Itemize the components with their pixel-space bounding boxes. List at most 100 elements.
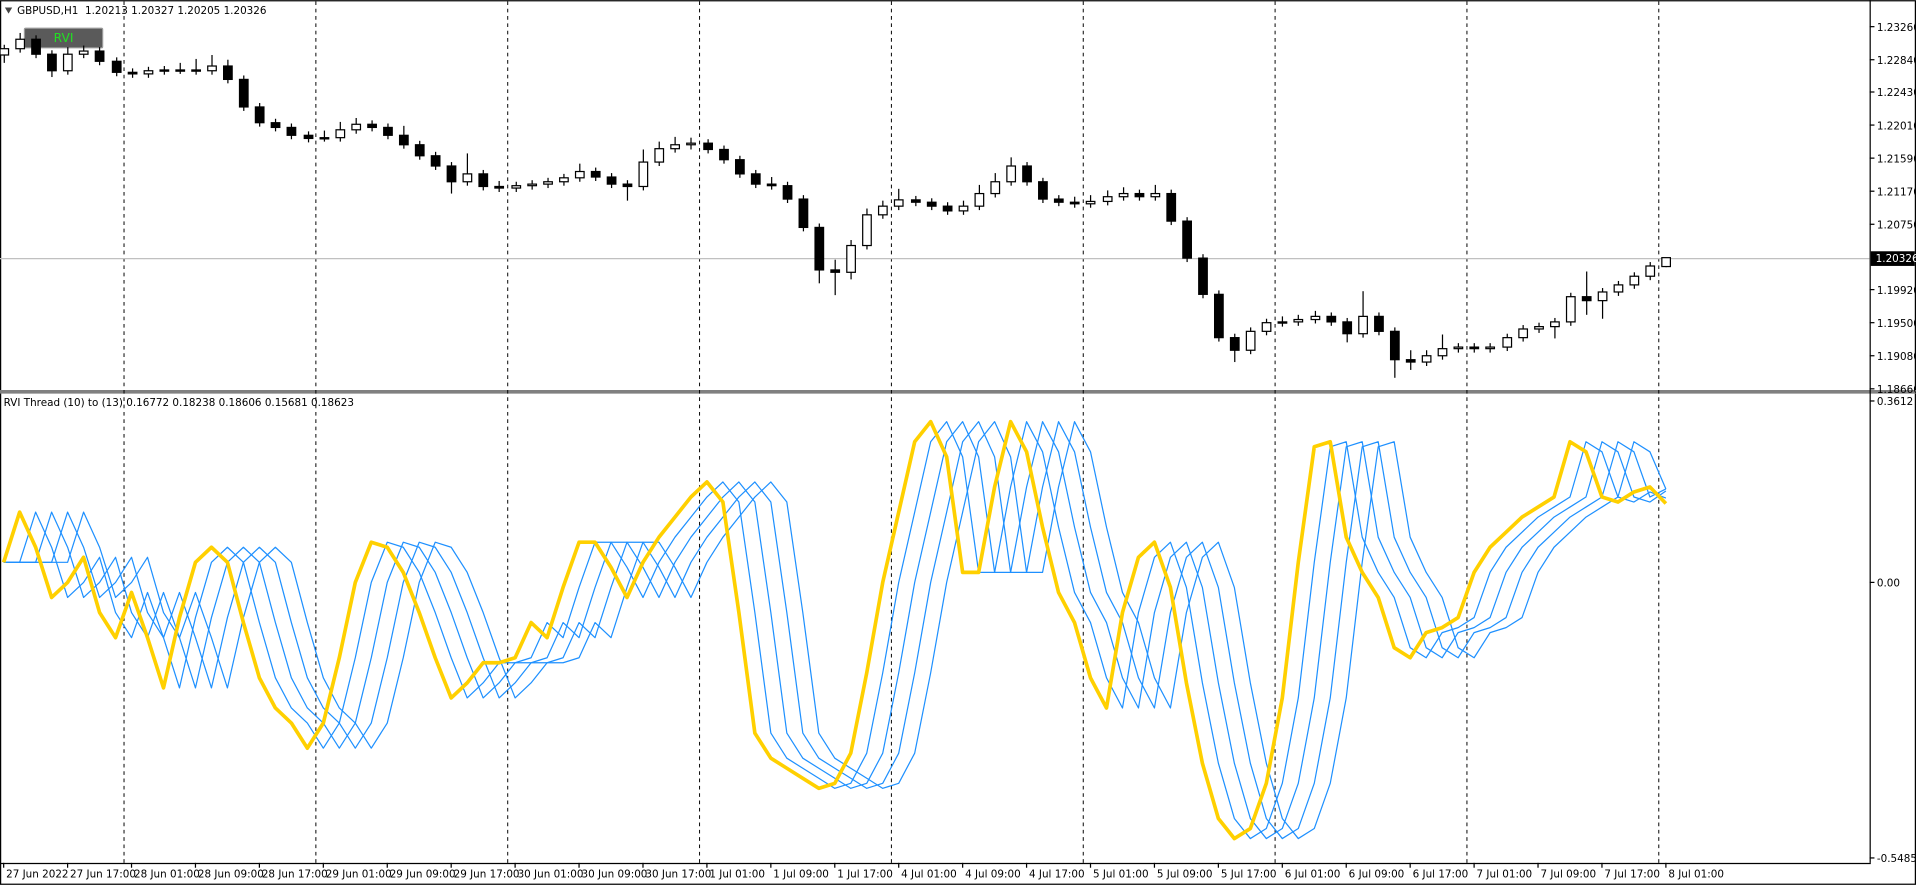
symbol-icon bbox=[4, 7, 13, 14]
candle-body bbox=[527, 183, 538, 187]
candle-body bbox=[1198, 257, 1208, 295]
x-tick-label: 27 Jun 17:00 bbox=[70, 868, 136, 880]
x-tick-label: 1 Jul 09:00 bbox=[773, 868, 829, 880]
candle-body bbox=[1134, 192, 1145, 198]
candle-body bbox=[1502, 337, 1513, 348]
candle-body bbox=[798, 198, 809, 229]
candle-body bbox=[351, 123, 362, 131]
candle-body bbox=[974, 192, 985, 207]
x-tick-label: 8 Jul 01:00 bbox=[1668, 868, 1724, 880]
candle-body bbox=[1565, 296, 1576, 323]
candle-body bbox=[877, 205, 888, 216]
x-tick-label: 29 Jun 17:00 bbox=[454, 868, 520, 880]
x-tick-label: 4 Jul 09:00 bbox=[965, 868, 1021, 880]
candle-body bbox=[223, 65, 233, 81]
rvi-line bbox=[3, 421, 1667, 840]
candle-body bbox=[1006, 165, 1017, 183]
candle-body bbox=[1613, 284, 1624, 293]
candle-body bbox=[191, 69, 202, 72]
candle-body bbox=[1213, 293, 1224, 339]
x-tick-label: 7 Jul 17:00 bbox=[1604, 868, 1660, 880]
y-tick-label: 1.22430 bbox=[1877, 87, 1916, 99]
candle-body bbox=[1453, 346, 1464, 350]
candle-body bbox=[1485, 346, 1496, 350]
candle-body bbox=[1597, 291, 1608, 302]
x-tick-label: 5 Jul 09:00 bbox=[1157, 868, 1213, 880]
x-tick-label: 30 Jun 17:00 bbox=[645, 868, 711, 880]
x-tick-label: 5 Jul 17:00 bbox=[1221, 868, 1277, 880]
candle-body bbox=[1053, 198, 1064, 203]
candle-body bbox=[654, 148, 665, 163]
candle-body bbox=[62, 53, 73, 72]
candle-body bbox=[94, 50, 105, 62]
candle-body bbox=[910, 199, 921, 203]
candle-body bbox=[1421, 355, 1432, 363]
y-tick-label: -0.54857 bbox=[1877, 853, 1916, 865]
chart-title: GBPUSD,H1 1.20213 1.20327 1.20205 1.2032… bbox=[17, 5, 266, 17]
candle-body bbox=[111, 60, 122, 73]
y-tick-label: 1.21590 bbox=[1877, 153, 1916, 165]
x-tick-label: 4 Jul 17:00 bbox=[1029, 868, 1085, 880]
candle-body bbox=[31, 38, 41, 55]
x-tick-label: 7 Jul 09:00 bbox=[1540, 868, 1596, 880]
candle-body bbox=[175, 69, 186, 72]
rvi-button[interactable]: RVI bbox=[23, 27, 104, 49]
button-frame[interactable] bbox=[23, 27, 104, 49]
candle-body bbox=[143, 70, 154, 75]
candle-body bbox=[1358, 315, 1368, 335]
candle-body bbox=[446, 165, 457, 183]
candle-body bbox=[286, 126, 297, 136]
candle-body bbox=[367, 123, 377, 129]
candle-body bbox=[1437, 348, 1448, 357]
candle-body bbox=[926, 201, 937, 207]
x-tick-label: 29 Jun 01:00 bbox=[326, 868, 392, 880]
candle-body bbox=[127, 71, 138, 75]
candle-body bbox=[1150, 192, 1161, 198]
x-tick-label: 1 Jul 17:00 bbox=[837, 868, 893, 880]
candle-body bbox=[511, 185, 522, 189]
candle-body bbox=[47, 53, 57, 72]
y-tick-label: 0.00 bbox=[1877, 578, 1900, 590]
x-tick-label: 5 Jul 01:00 bbox=[1093, 868, 1149, 880]
candle-body bbox=[1629, 275, 1640, 286]
x-tick-label: 29 Jun 09:00 bbox=[390, 868, 456, 880]
candle-body bbox=[670, 144, 681, 150]
button-label[interactable]: RVI bbox=[54, 31, 74, 45]
candle-body bbox=[1069, 201, 1080, 205]
candle-body bbox=[893, 199, 904, 207]
candle-body bbox=[942, 205, 953, 212]
y-tick-label: 1.22840 bbox=[1877, 55, 1916, 67]
candle-body bbox=[254, 106, 265, 124]
candle-body bbox=[1085, 200, 1096, 205]
candle-body bbox=[622, 183, 633, 188]
candle-body bbox=[1661, 257, 1672, 268]
candle-body bbox=[1022, 165, 1032, 183]
y-tick-label: 1.20750 bbox=[1877, 219, 1916, 231]
candle-body bbox=[703, 142, 714, 151]
candle-body bbox=[1261, 322, 1272, 332]
candle-body bbox=[462, 173, 473, 183]
candle-body bbox=[1405, 359, 1416, 363]
indicator-title: RVI Thread (10) to (13) 0.16772 0.18238 … bbox=[4, 397, 354, 409]
candle-body bbox=[1118, 192, 1129, 198]
candle-body bbox=[574, 170, 585, 179]
candle-body bbox=[559, 177, 569, 183]
x-tick-label: 7 Jul 01:00 bbox=[1477, 868, 1533, 880]
candle-body bbox=[1581, 296, 1592, 302]
x-tick-label: 28 Jun 17:00 bbox=[262, 868, 328, 880]
candle-body bbox=[1374, 315, 1384, 332]
candle-body bbox=[1469, 346, 1480, 350]
candle-body bbox=[990, 181, 1001, 195]
candle-body bbox=[319, 137, 330, 140]
x-tick-label: 30 Jun 09:00 bbox=[581, 868, 647, 880]
candle-body bbox=[766, 183, 777, 187]
candle-body bbox=[414, 144, 425, 157]
candle-body bbox=[1229, 337, 1240, 351]
candle-body bbox=[1342, 321, 1353, 335]
x-tick-label: 27 Jun 2022 bbox=[6, 868, 68, 880]
candle-body bbox=[846, 244, 856, 273]
candle-body bbox=[543, 181, 553, 185]
candle-body bbox=[1550, 321, 1560, 328]
candle-body bbox=[1277, 321, 1288, 324]
